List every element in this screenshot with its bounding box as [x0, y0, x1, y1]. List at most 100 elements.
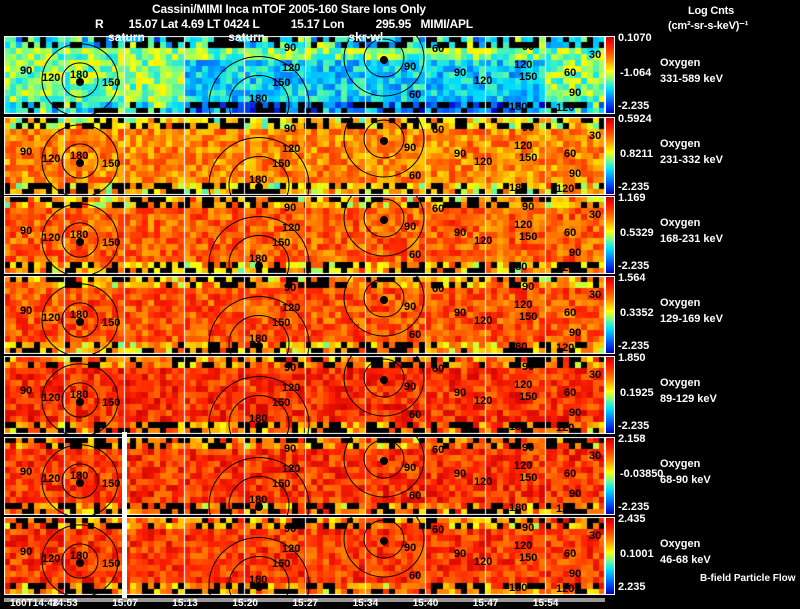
contour-label: 120 [556, 583, 574, 595]
contour-label: 120 [42, 392, 60, 404]
colorbar-min-value: -2.235 [618, 340, 650, 352]
contour-label: 90 [284, 123, 296, 135]
contour-label: 120 [282, 222, 300, 234]
colorbar [605, 117, 615, 195]
contour-label: 180 [509, 502, 527, 514]
contour-label: 30 [589, 209, 601, 221]
panel-331-589-keV: 180 150 120 90 180 150 120 90 90 60 60 90 120 150 180 9… [4, 36, 605, 114]
contour-label: 60 [409, 249, 421, 261]
contour-line [61, 543, 99, 579]
panel-label: Oxygen 68-90 keV [660, 456, 711, 488]
contour-label: 150 [272, 77, 290, 89]
contour-label: 180 [70, 309, 88, 321]
contour-label: 150 [102, 77, 120, 89]
contour-line [363, 38, 405, 78]
heatmap-canvas [4, 276, 605, 354]
colorbar-mid-value: -1.064 [620, 67, 652, 79]
contour-label: 90 [569, 407, 581, 419]
bfield-legend: B-field Particle Flow [700, 573, 796, 584]
contour-label: 90 [569, 488, 581, 500]
contour-line [41, 43, 119, 114]
contour-label: 90 [284, 42, 296, 54]
contour-label: 120 [514, 219, 532, 231]
contour-label: 90 [569, 87, 581, 99]
panel-89-129-keV: 180 150 120 90 180 150 120 90 90 60 60 90 120 150 180 9… [4, 356, 605, 434]
panel-168-231-keV: 180 150 120 90 180 150 120 90 90 60 60 90 120 150 180 9… [4, 196, 605, 274]
contour-label: 90 [404, 61, 416, 73]
contour-label: 90 [404, 462, 416, 474]
flow-direction-marker [255, 183, 263, 191]
contour-line [228, 315, 290, 354]
contour-label: 90 [284, 523, 296, 535]
panel-label: Oxygen 46-68 keV [660, 536, 711, 568]
contour-label: 120 [556, 183, 574, 195]
contour-label: 120 [474, 315, 492, 327]
contour-label: 150 [102, 397, 120, 409]
energy-range-label: 168-231 keV [660, 233, 723, 245]
contour-label: 90 [569, 168, 581, 180]
contour-line [41, 524, 119, 595]
panel-231-332-keV: 180 150 120 90 180 150 120 90 90 60 60 90 120 150 180 9… [4, 117, 605, 195]
heatmap-canvas [4, 117, 605, 195]
contour-label: 60 [432, 203, 444, 215]
time-tick-label: 15:40 [412, 598, 439, 609]
time-tick-label: 15:27 [292, 598, 319, 609]
contour-label: 180 [70, 150, 88, 162]
contour-label: 120 [556, 422, 574, 434]
contour-label: 120 [282, 463, 300, 475]
panel-label: Oxygen 231-332 keV [660, 136, 723, 168]
time-axis [4, 598, 605, 602]
contour-label: 120 [514, 540, 532, 552]
contour-label: 90 [454, 387, 466, 399]
colorbar-max-value: 0.1070 [618, 32, 652, 44]
energy-range-label: 129-169 keV [660, 313, 723, 325]
energy-range-label: 46-68 keV [660, 554, 711, 566]
contour-label: 180 [70, 69, 88, 81]
colorbar-title: Log Cnts [688, 5, 735, 17]
contour-label: 150 [519, 472, 537, 484]
contour-label: 30 [589, 530, 601, 542]
contour-label: 90 [454, 227, 466, 239]
contour-label: 60 [564, 387, 576, 399]
contour-label: 120 [474, 235, 492, 247]
contour-label: 90 [404, 542, 416, 554]
contour-label: 120 [474, 395, 492, 407]
flow-direction-marker [380, 457, 388, 465]
species-label: Oxygen [660, 297, 701, 309]
contour-line [343, 356, 425, 417]
heatmap-canvas [4, 437, 605, 515]
flow-direction-marker [380, 137, 388, 145]
colorbar [605, 36, 615, 114]
contour-label: 150 [272, 237, 290, 249]
contour-label: 180 [70, 470, 88, 482]
contour-label: 150 [519, 391, 537, 403]
colorbar-min-value: -2.235 [618, 100, 650, 112]
contour-line [41, 283, 119, 354]
flow-direction-marker [255, 503, 263, 511]
flow-direction-marker [76, 318, 84, 326]
contour-label: 120 [514, 140, 532, 152]
flow-direction-marker [380, 56, 388, 64]
contour-label: 120 [474, 556, 492, 568]
colorbar-max-value: 1.850 [618, 352, 646, 364]
colorbar-min-value: -2.235 [618, 181, 650, 193]
flow-direction-marker [255, 342, 263, 350]
flow-direction-marker [76, 238, 84, 246]
energy-range-label: 331-589 keV [660, 73, 723, 85]
contour-label: 180 [70, 389, 88, 401]
contour-label: 60 [432, 283, 444, 295]
heatmap-canvas [4, 36, 605, 114]
contour-label: 180 [509, 582, 527, 594]
energy-range-label: 89-129 keV [660, 393, 717, 405]
plot-subtitle: R 15.07 Lat 4.69 LT 0424 L 15.17 Lon 295… [95, 17, 473, 31]
colorbar-max-value: 2.435 [618, 513, 646, 525]
contour-label: 90 [20, 385, 32, 397]
contour-line [363, 198, 405, 238]
contour-label: 90 [20, 65, 32, 77]
contour-line [343, 437, 425, 498]
colorbar-max-value: 2.158 [618, 433, 646, 445]
